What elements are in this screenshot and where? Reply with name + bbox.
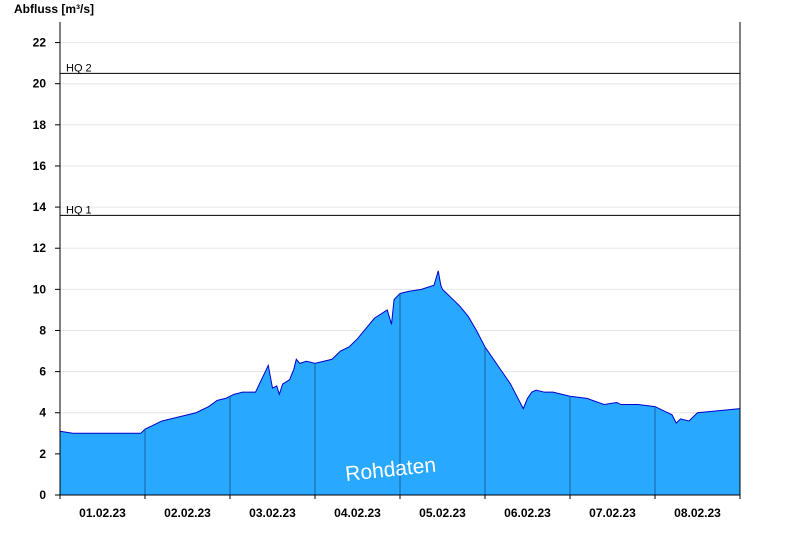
y-tick-label: 0 <box>39 488 46 502</box>
y-tick-label: 12 <box>33 241 47 255</box>
y-tick-label: 14 <box>33 200 47 214</box>
y-axis-label: Abfluss [m³/s] <box>14 2 94 16</box>
y-tick-label: 16 <box>33 159 47 173</box>
y-tick-label: 4 <box>39 406 46 420</box>
x-tick-label: 08.02.23 <box>674 506 721 520</box>
x-tick-label: 04.02.23 <box>334 506 381 520</box>
y-tick-label: 6 <box>39 365 46 379</box>
y-tick-label: 18 <box>33 118 47 132</box>
gridlines <box>60 42 740 455</box>
y-tick-label: 8 <box>39 323 46 337</box>
x-tick-label: 06.02.23 <box>504 506 551 520</box>
y-tick-label: 22 <box>33 36 47 50</box>
x-tick-label: 03.02.23 <box>249 506 296 520</box>
x-tick-label: 05.02.23 <box>419 506 466 520</box>
threshold-lines: HQ 2 HQ 1 <box>60 62 740 216</box>
y-tick-label: 20 <box>33 77 47 91</box>
y-axis-ticks: 0 2 4 6 8 10 12 14 16 18 20 22 <box>33 36 60 502</box>
threshold-label: HQ 2 <box>66 62 92 74</box>
y-tick-label: 2 <box>39 447 46 461</box>
x-axis-ticks: 01.02.23 02.02.23 03.02.23 04.02.23 05.02.23… <box>59 495 741 520</box>
y-tick-label: 10 <box>33 282 47 296</box>
day-separators <box>144 293 656 495</box>
threshold-label: HQ 1 <box>66 204 92 216</box>
x-tick-label: 01.02.23 <box>79 506 126 520</box>
x-tick-label: 02.02.23 <box>164 506 211 520</box>
discharge-line <box>59 270 741 434</box>
x-tick-label: 07.02.23 <box>589 506 636 520</box>
